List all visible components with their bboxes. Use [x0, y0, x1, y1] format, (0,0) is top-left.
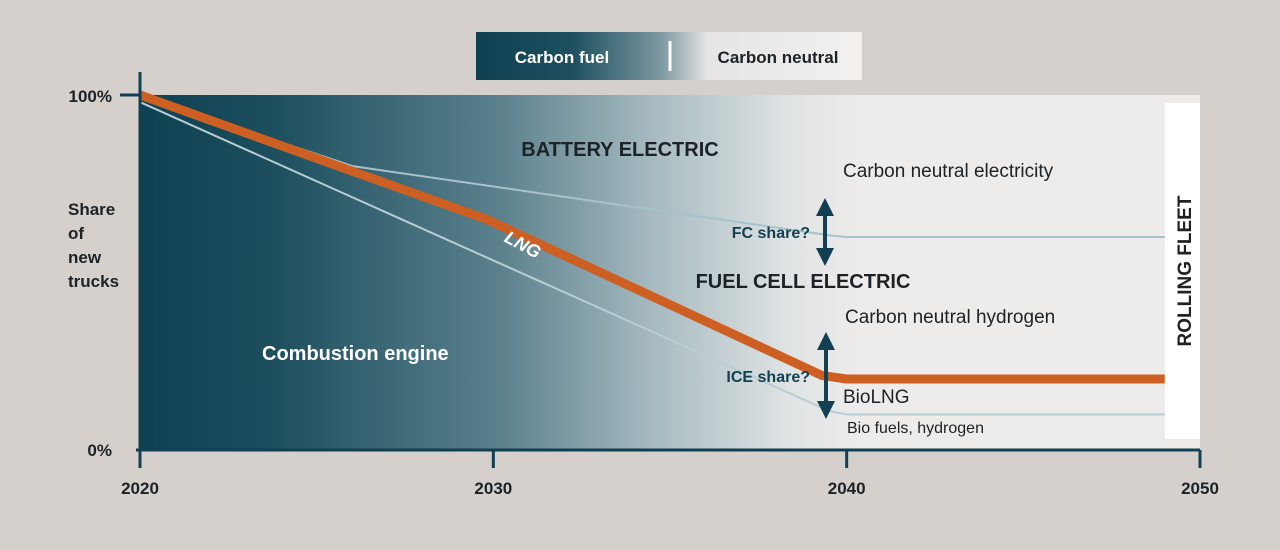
x-tick-label-2040: 2040 [828, 479, 866, 498]
combustion-boundary-line [139, 101, 1165, 416]
combustion-engine-label: Combustion engine [262, 343, 449, 365]
y-label-line-3: new [68, 248, 102, 267]
y-label-line-2: of [68, 224, 84, 243]
x-tick-label-2020: 2020 [121, 479, 159, 498]
battery-electric-label: BATTERY ELECTRIC [521, 139, 718, 161]
fuel-cell-electric-label: FUEL CELL ELECTRIC [696, 271, 911, 293]
bio-fuels-hydrogen-label: Bio fuels, hydrogen [847, 420, 984, 437]
y-axis-label: Share of new trucks [68, 200, 119, 291]
y-tick-label-100: 100% [69, 87, 112, 106]
rolling-fleet-label: ROLLING FLEET [1175, 195, 1196, 346]
legend: Carbon fuel Carbon neutral [476, 32, 862, 80]
carbon-neutral-hydrogen-label: Carbon neutral hydrogen [845, 307, 1055, 328]
x-tick-label-2030: 2030 [474, 479, 512, 498]
legend-carbon-fuel: Carbon fuel [515, 48, 609, 67]
ice-share-label: ICE share? [726, 369, 810, 386]
biolng-label: BioLNG [843, 387, 910, 408]
fc-share-label: FC share? [732, 225, 810, 242]
axes [120, 72, 1202, 468]
x-tick-label-2050: 2050 [1181, 479, 1219, 498]
carbon-neutral-electricity-label: Carbon neutral electricity [843, 161, 1054, 182]
legend-carbon-neutral: Carbon neutral [718, 48, 839, 67]
y-label-line-4: trucks [68, 272, 119, 291]
y-tick-label-0: 0% [87, 441, 112, 460]
y-label-line-1: Share [68, 200, 115, 219]
rolling-fleet-box [1165, 103, 1200, 439]
